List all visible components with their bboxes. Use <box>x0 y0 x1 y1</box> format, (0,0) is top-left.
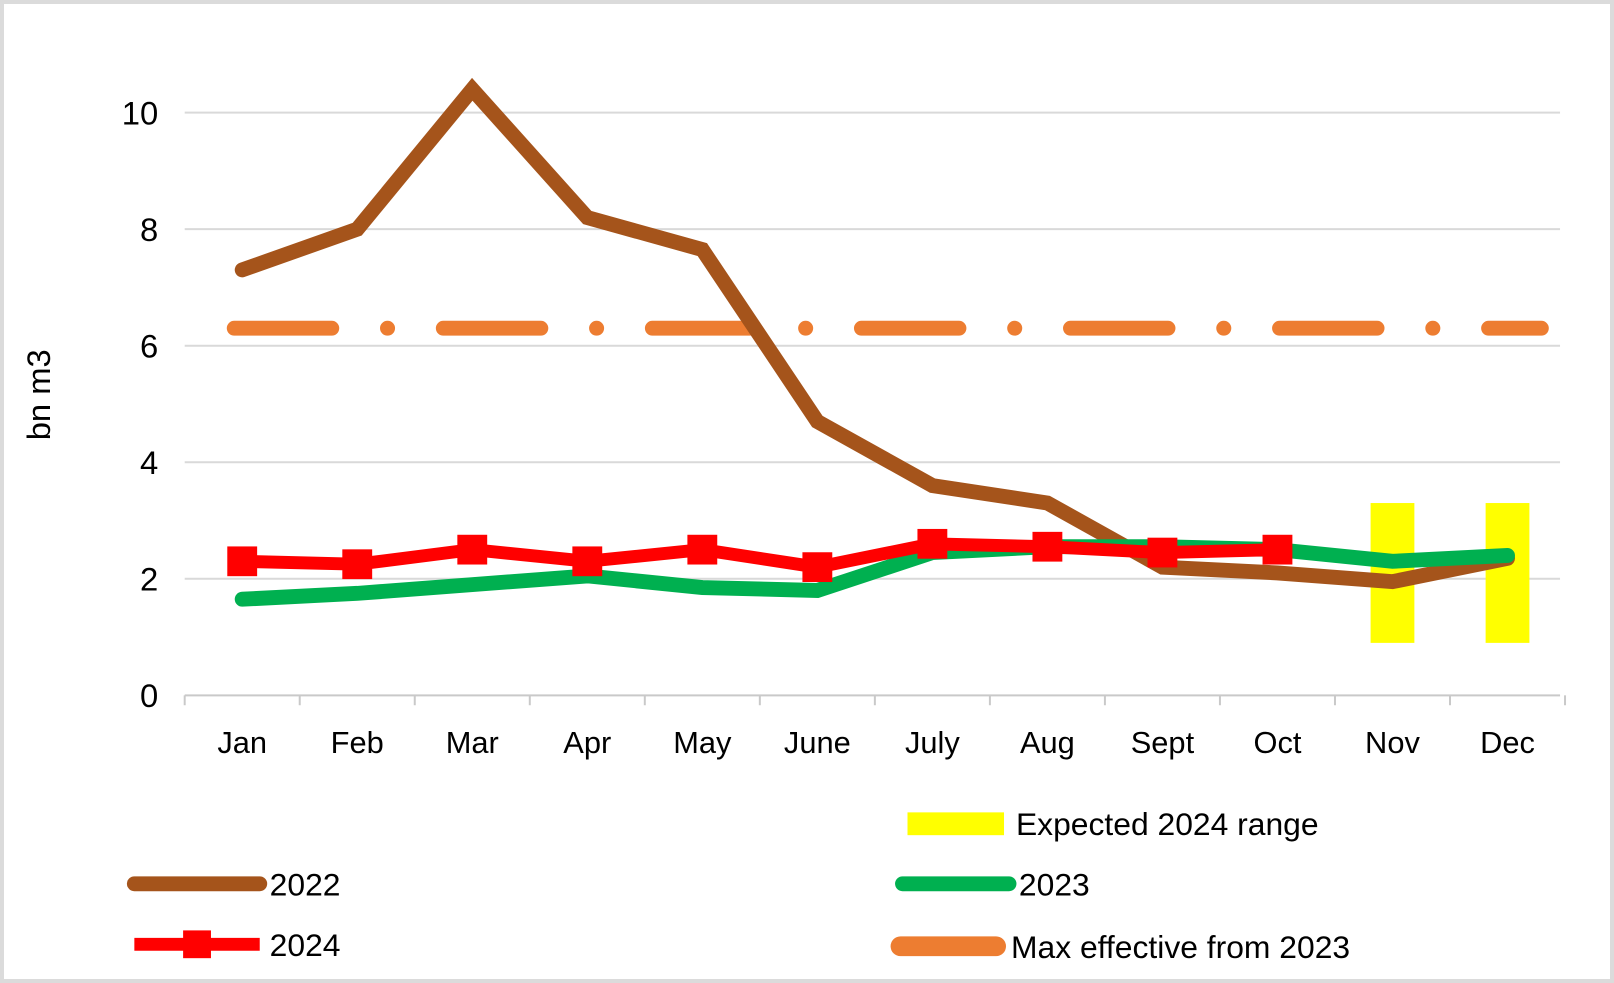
legend-label-expected-range[interactable]: Expected 2024 range <box>1016 806 1319 842</box>
series-2024-marker-aug <box>1032 531 1063 562</box>
series-2024-marker-june <box>802 552 833 583</box>
legend-label-max-effective[interactable]: Max effective from 2023 <box>1011 929 1350 965</box>
legend-swatch-2024-marker <box>183 930 211 959</box>
y-tick-label-0: 0 <box>140 677 158 714</box>
y-tick-label-6: 6 <box>140 328 158 365</box>
x-tick-label-feb: Feb <box>331 725 384 760</box>
x-tick-label-dec: Dec <box>1480 725 1535 760</box>
legend: 2022 2024 Expected 2024 range 2023 Max e… <box>126 806 1350 965</box>
y-tick-label-8: 8 <box>140 211 158 248</box>
series-2024-marker-jan <box>227 546 258 577</box>
y-tick-label-4: 4 <box>140 444 158 481</box>
x-tick-label-june: June <box>784 725 851 760</box>
series-2024-marker-apr <box>572 546 603 577</box>
series-2024-marker-oct <box>1262 534 1293 565</box>
axis-layer <box>183 694 1567 706</box>
series-layer <box>226 77 1549 607</box>
x-tick-label-july: July <box>905 725 960 760</box>
y-tick-label-10: 10 <box>122 95 159 132</box>
axis-labels-layer: Jan Feb Mar Apr May June July Aug Sept Oct Nov Dec 0… <box>122 95 1535 760</box>
x-tick-label-sept: Sept <box>1131 725 1195 760</box>
y-axis-title: bn m3 <box>20 349 57 440</box>
series-2024-marker-july <box>917 528 948 559</box>
series-2024-marker-mar <box>457 534 488 565</box>
series-2024-line <box>235 537 1284 574</box>
legend-label-2023[interactable]: 2023 <box>1019 867 1090 903</box>
x-tick-label-aug: Aug <box>1020 725 1075 760</box>
x-tick-label-mar: Mar <box>446 725 499 760</box>
series-2022-line <box>234 77 1515 590</box>
series-2024-marker-sept <box>1147 537 1178 568</box>
series-2024-marker-may <box>687 534 718 565</box>
series-2023-line <box>234 539 1515 607</box>
x-tick-label-jan: Jan <box>217 725 267 760</box>
x-tick-label-may: May <box>673 725 732 760</box>
legend-swatch-expected-range[interactable] <box>907 812 1005 836</box>
series-2024-marker-feb <box>342 549 373 580</box>
line-chart: Jan Feb Mar Apr May June July Aug Sept Oct Nov Dec 0… <box>20 77 1567 965</box>
expected-range-bars-layer <box>1370 503 1530 643</box>
x-tick-label-oct: Oct <box>1253 725 1301 760</box>
legend-label-2024[interactable]: 2024 <box>270 927 341 963</box>
x-tick-label-nov: Nov <box>1365 725 1420 760</box>
expected-range-bar-dec <box>1485 503 1530 643</box>
legend-label-2022[interactable]: 2022 <box>270 867 341 903</box>
y-tick-label-2: 2 <box>140 561 158 598</box>
x-tick-label-apr: Apr <box>563 725 611 760</box>
